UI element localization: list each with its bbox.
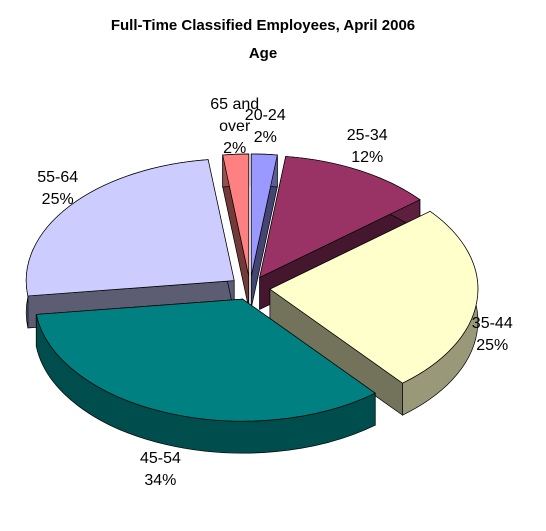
slice-top (259, 156, 421, 279)
slice-top (35, 298, 376, 422)
slice-label: 65 and over 2% (204, 94, 266, 160)
slice-label: 45-54 34% (140, 448, 181, 492)
slice (35, 298, 376, 454)
category-label: 65 and over (210, 96, 260, 136)
category-label: 45-54 (139, 449, 181, 467)
value-label: 25% (476, 337, 509, 355)
value-label: 12% (351, 148, 384, 166)
chart-subtitle: Age (249, 45, 277, 62)
slice-top (250, 153, 278, 277)
slice-top (269, 210, 479, 384)
value-label: 34% (144, 471, 177, 489)
value-label: 2% (223, 140, 247, 158)
slice-label: 55-64 25% (37, 167, 78, 211)
slice-label: 35-44 25% (472, 313, 513, 357)
chart-title: Full-Time Classified Employees, April 20… (111, 17, 415, 34)
slice-label: 20-24 2% (245, 105, 286, 149)
category-label: 35-44 (471, 315, 513, 333)
slice-top (25, 159, 235, 297)
slice (222, 153, 250, 309)
value-label: 25% (41, 191, 74, 209)
category-label: 25-34 (346, 126, 388, 144)
value-label: 2% (253, 129, 277, 147)
category-label: 20-24 (244, 107, 286, 125)
slice (269, 210, 479, 416)
slice-label: 25-34 12% (347, 125, 388, 169)
category-label: 55-64 (37, 169, 79, 187)
slice (250, 153, 278, 309)
slice-top (222, 153, 250, 277)
